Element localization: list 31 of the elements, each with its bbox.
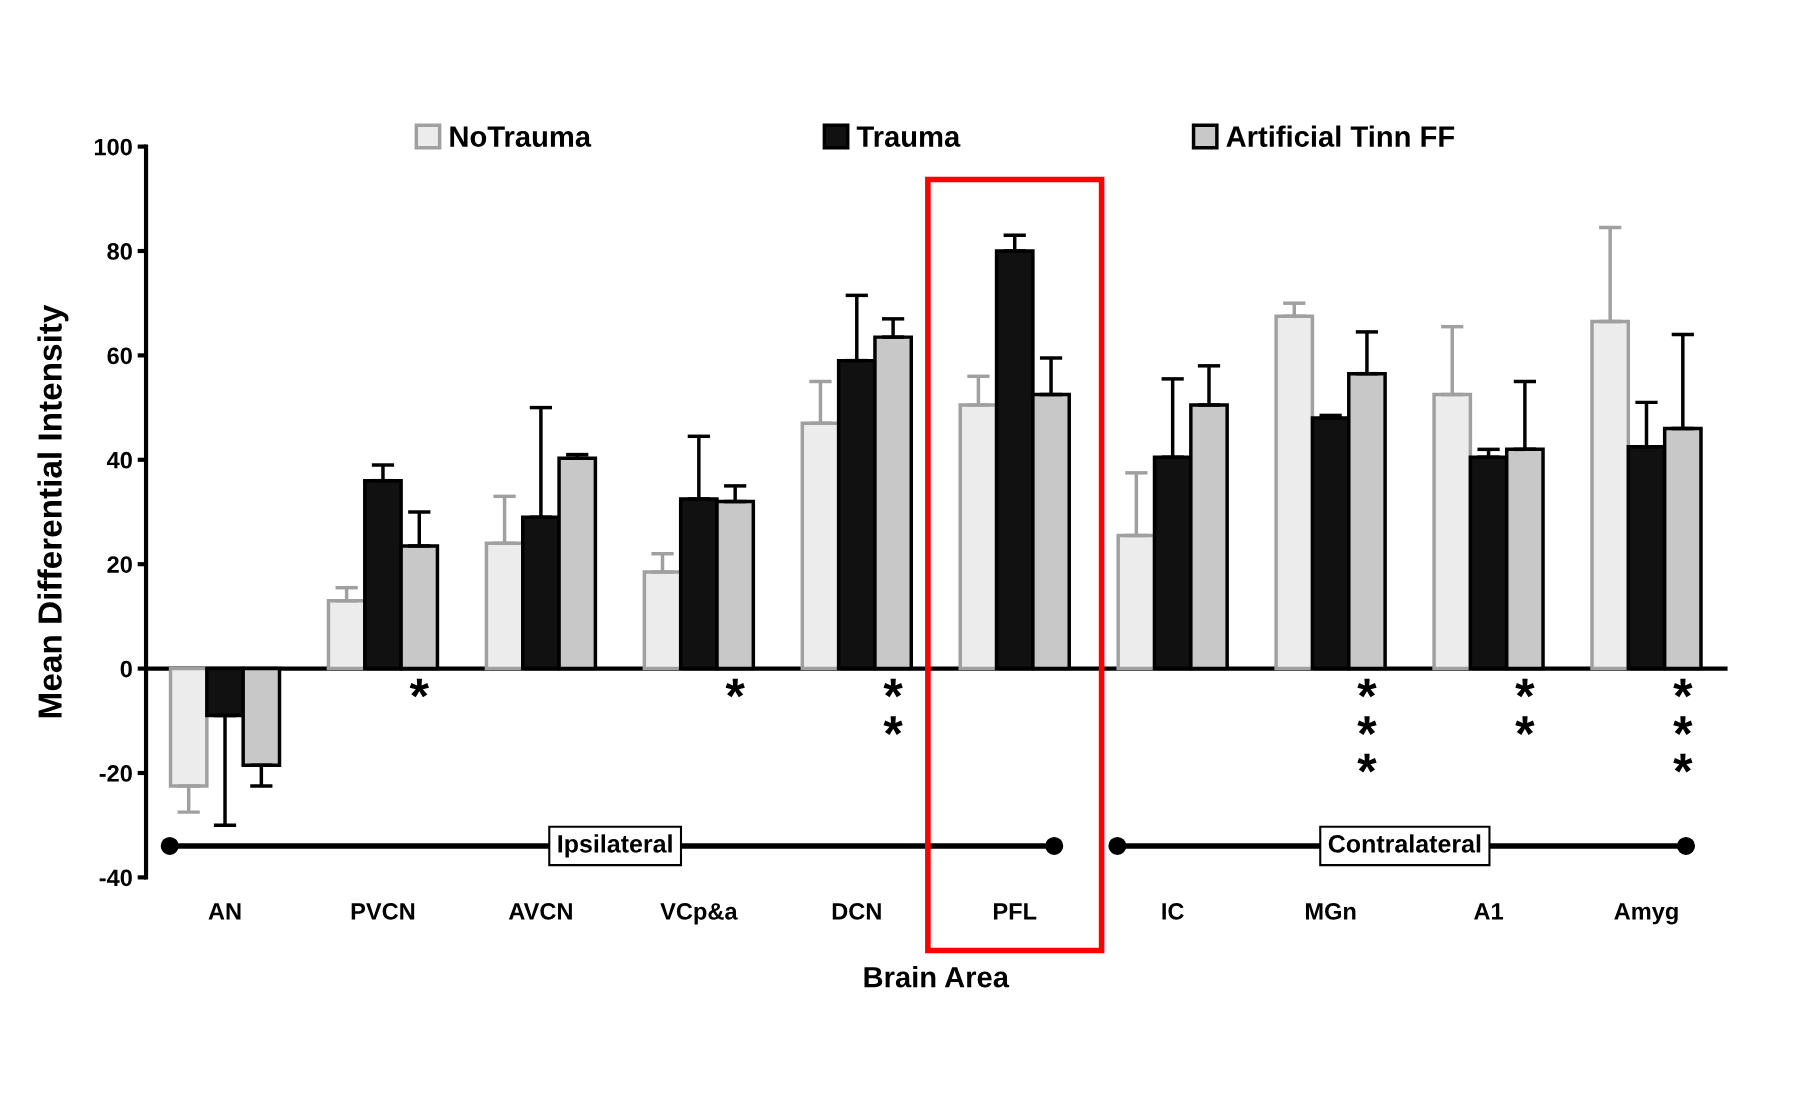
y-tick-label: -40 xyxy=(99,869,132,887)
x-tick-label: DCN xyxy=(832,903,881,920)
annotation: *** xyxy=(1357,678,1377,773)
y-tick-label: 20 xyxy=(107,556,132,573)
x-tick-label: PVCN xyxy=(351,903,415,920)
y-tick-label: 80 xyxy=(107,243,132,260)
y-tick-label: 100 xyxy=(94,138,132,156)
annotation: Contralateral xyxy=(1328,834,1481,853)
x-tick-label: AN xyxy=(208,903,241,920)
x-tick-label: Amyg xyxy=(1614,903,1678,925)
x-tick-label: VCp&a xyxy=(660,903,738,925)
annotation: Ipsilateral xyxy=(558,834,672,858)
y-tick-label: 0 xyxy=(120,660,132,678)
x-tick-label: AVCN xyxy=(508,903,572,920)
annotation: ** xyxy=(1515,678,1535,735)
x-tick-label: PFL xyxy=(994,903,1037,920)
annotation: ** xyxy=(883,678,903,735)
y-axis-title: Mean Differential Intensity xyxy=(37,304,69,718)
annotation: * xyxy=(725,678,745,698)
legend-label: Trauma xyxy=(856,126,961,147)
x-tick-label: IC xyxy=(1162,903,1184,920)
legend-label: Artificial Tinn FF xyxy=(1226,125,1455,147)
annotation: * xyxy=(409,678,429,698)
x-tick-label: A1 xyxy=(1474,903,1503,920)
annotation: *** xyxy=(1673,678,1693,773)
y-tick-label: -20 xyxy=(99,765,132,782)
y-tick-label: 60 xyxy=(107,347,132,365)
x-tick-label: MGn xyxy=(1305,903,1356,920)
y-tick-label: 40 xyxy=(106,451,132,469)
legend-label: NoTrauma xyxy=(450,126,592,147)
x-axis-title: Brain Area xyxy=(864,966,1010,988)
